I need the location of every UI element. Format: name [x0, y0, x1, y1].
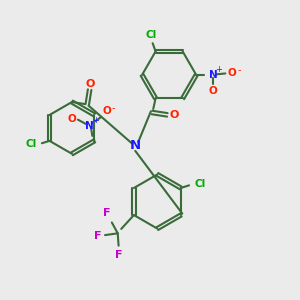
- Text: O: O: [208, 86, 217, 96]
- Text: O: O: [85, 79, 95, 89]
- Text: O: O: [67, 114, 76, 124]
- Text: O: O: [102, 106, 111, 116]
- Text: +: +: [215, 65, 222, 74]
- Text: -: -: [112, 103, 115, 113]
- Text: -: -: [238, 65, 241, 75]
- Text: Cl: Cl: [194, 179, 206, 190]
- Text: F: F: [116, 250, 123, 260]
- Text: Cl: Cl: [146, 30, 157, 40]
- Text: O: O: [169, 110, 178, 121]
- Text: N: N: [208, 70, 217, 80]
- Text: F: F: [103, 208, 110, 218]
- Text: Cl: Cl: [26, 140, 37, 149]
- Text: N: N: [130, 139, 141, 152]
- Text: F: F: [94, 231, 101, 241]
- Text: N: N: [85, 121, 94, 131]
- Text: O: O: [227, 68, 236, 78]
- Text: +: +: [92, 116, 99, 125]
